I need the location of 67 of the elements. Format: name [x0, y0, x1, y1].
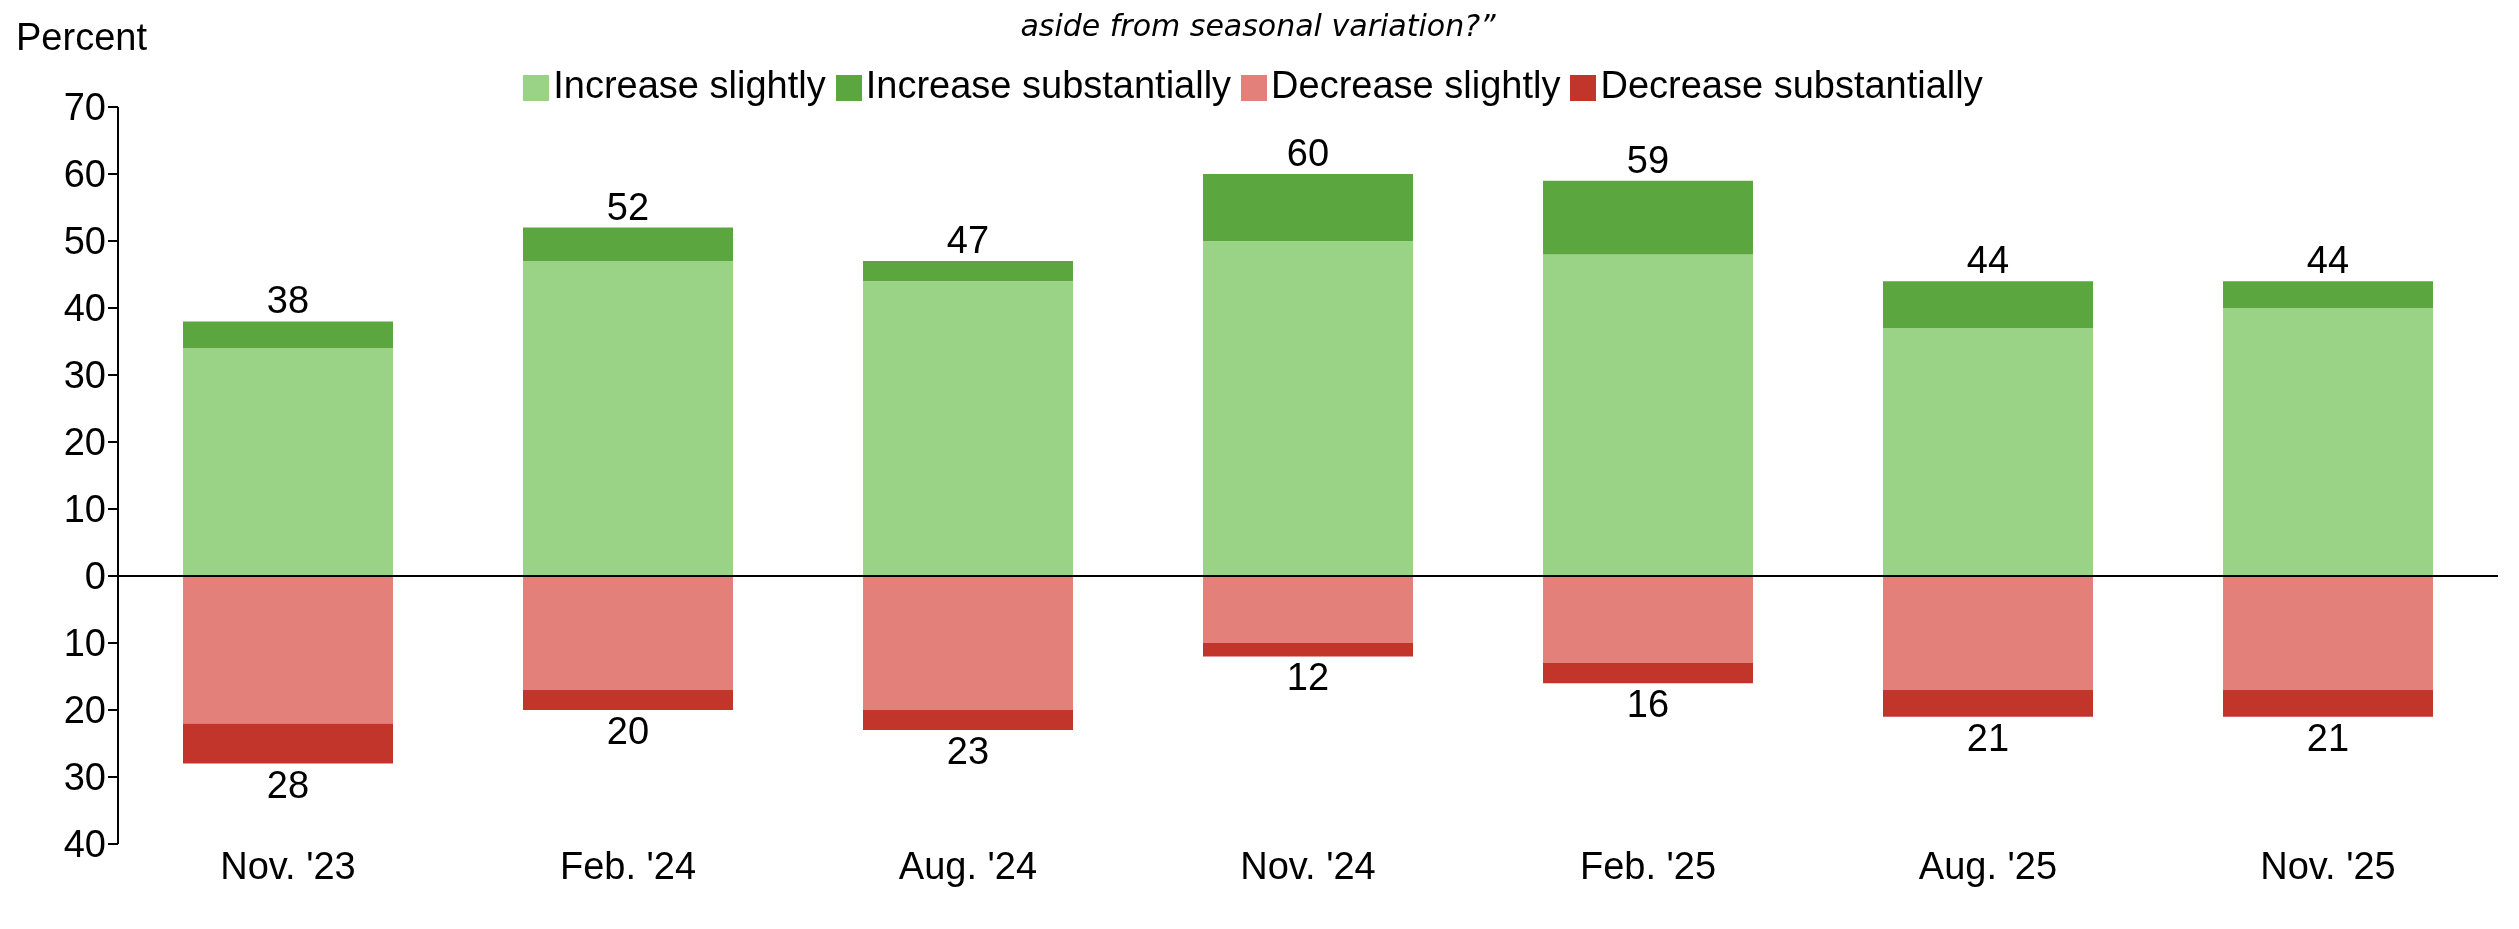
bar — [183, 576, 393, 724]
x-tick-label: Nov. '24 — [1240, 844, 1376, 887]
bar — [863, 261, 1073, 282]
text: 23 — [946, 730, 990, 773]
y-tick-label: 10 — [63, 488, 106, 531]
bar — [1883, 328, 2093, 576]
bar — [523, 576, 733, 690]
bar — [1543, 663, 1753, 684]
x-tick-label: Nov. '25 — [2260, 844, 2396, 887]
y-tick-label: 40 — [63, 287, 106, 330]
bar — [2223, 689, 2433, 717]
bar — [1203, 576, 1413, 643]
bar — [1203, 241, 1413, 576]
bar — [1543, 180, 1753, 255]
bar — [1883, 576, 2093, 690]
y-tick-label: 20 — [63, 689, 106, 732]
bar — [183, 723, 393, 764]
bar — [1203, 643, 1413, 657]
bar — [183, 348, 393, 576]
legend-label: Increase substantially — [865, 64, 1232, 106]
y-tick-label: 50 — [63, 220, 106, 263]
legend-label: Decrease slightly — [1271, 64, 1561, 106]
text: 44 — [2306, 239, 2350, 282]
text: 21 — [1966, 716, 2010, 759]
text: 21 — [2306, 716, 2350, 759]
text: 38 — [266, 279, 310, 322]
y-tick-label: 30 — [63, 354, 106, 397]
bar — [523, 227, 733, 262]
bar — [523, 689, 733, 710]
y-tick-label: 70 — [63, 86, 106, 129]
y-axis-title: Percent — [16, 16, 147, 59]
bar — [523, 261, 733, 576]
x-tick-label: Aug. '24 — [898, 844, 1038, 887]
y-tick-label: 10 — [63, 622, 106, 665]
bar — [863, 710, 1073, 731]
bar — [2223, 308, 2433, 576]
y-tick-label: 0 — [84, 555, 106, 598]
text: 28 — [266, 763, 310, 806]
bar — [1883, 689, 2093, 717]
bar — [2223, 576, 2433, 690]
bar — [863, 576, 1073, 710]
bar — [1543, 254, 1753, 576]
y-tick-label: 20 — [63, 421, 106, 464]
bar — [2223, 281, 2433, 308]
legend-label: Increase slightly — [553, 64, 826, 106]
text: 47 — [946, 219, 990, 262]
text: 12 — [1286, 656, 1330, 699]
text: 59 — [1626, 138, 1670, 181]
x-tick-label: Feb. '24 — [559, 844, 697, 887]
x-tick-label: Nov. '23 — [220, 844, 356, 887]
legend-label: Decrease substantially — [1600, 64, 1983, 106]
chart-title: aside from seasonal variation?” — [1020, 8, 1496, 43]
bar — [183, 321, 393, 349]
bar — [1883, 281, 2093, 329]
text: 20 — [606, 710, 650, 752]
text: 52 — [606, 185, 650, 228]
x-tick-label: Aug. '25 — [1918, 844, 2058, 887]
bar — [863, 281, 1073, 576]
bar — [1203, 174, 1413, 241]
y-tick-label: 60 — [63, 153, 106, 196]
bar — [1543, 576, 1753, 664]
text: 44 — [1966, 239, 2010, 282]
y-tick-label: 30 — [63, 756, 106, 799]
text: 60 — [1286, 132, 1330, 174]
y-tick-label: 40 — [63, 823, 106, 866]
text: 16 — [1626, 683, 1670, 726]
x-tick-label: Feb. '25 — [1579, 844, 1717, 887]
